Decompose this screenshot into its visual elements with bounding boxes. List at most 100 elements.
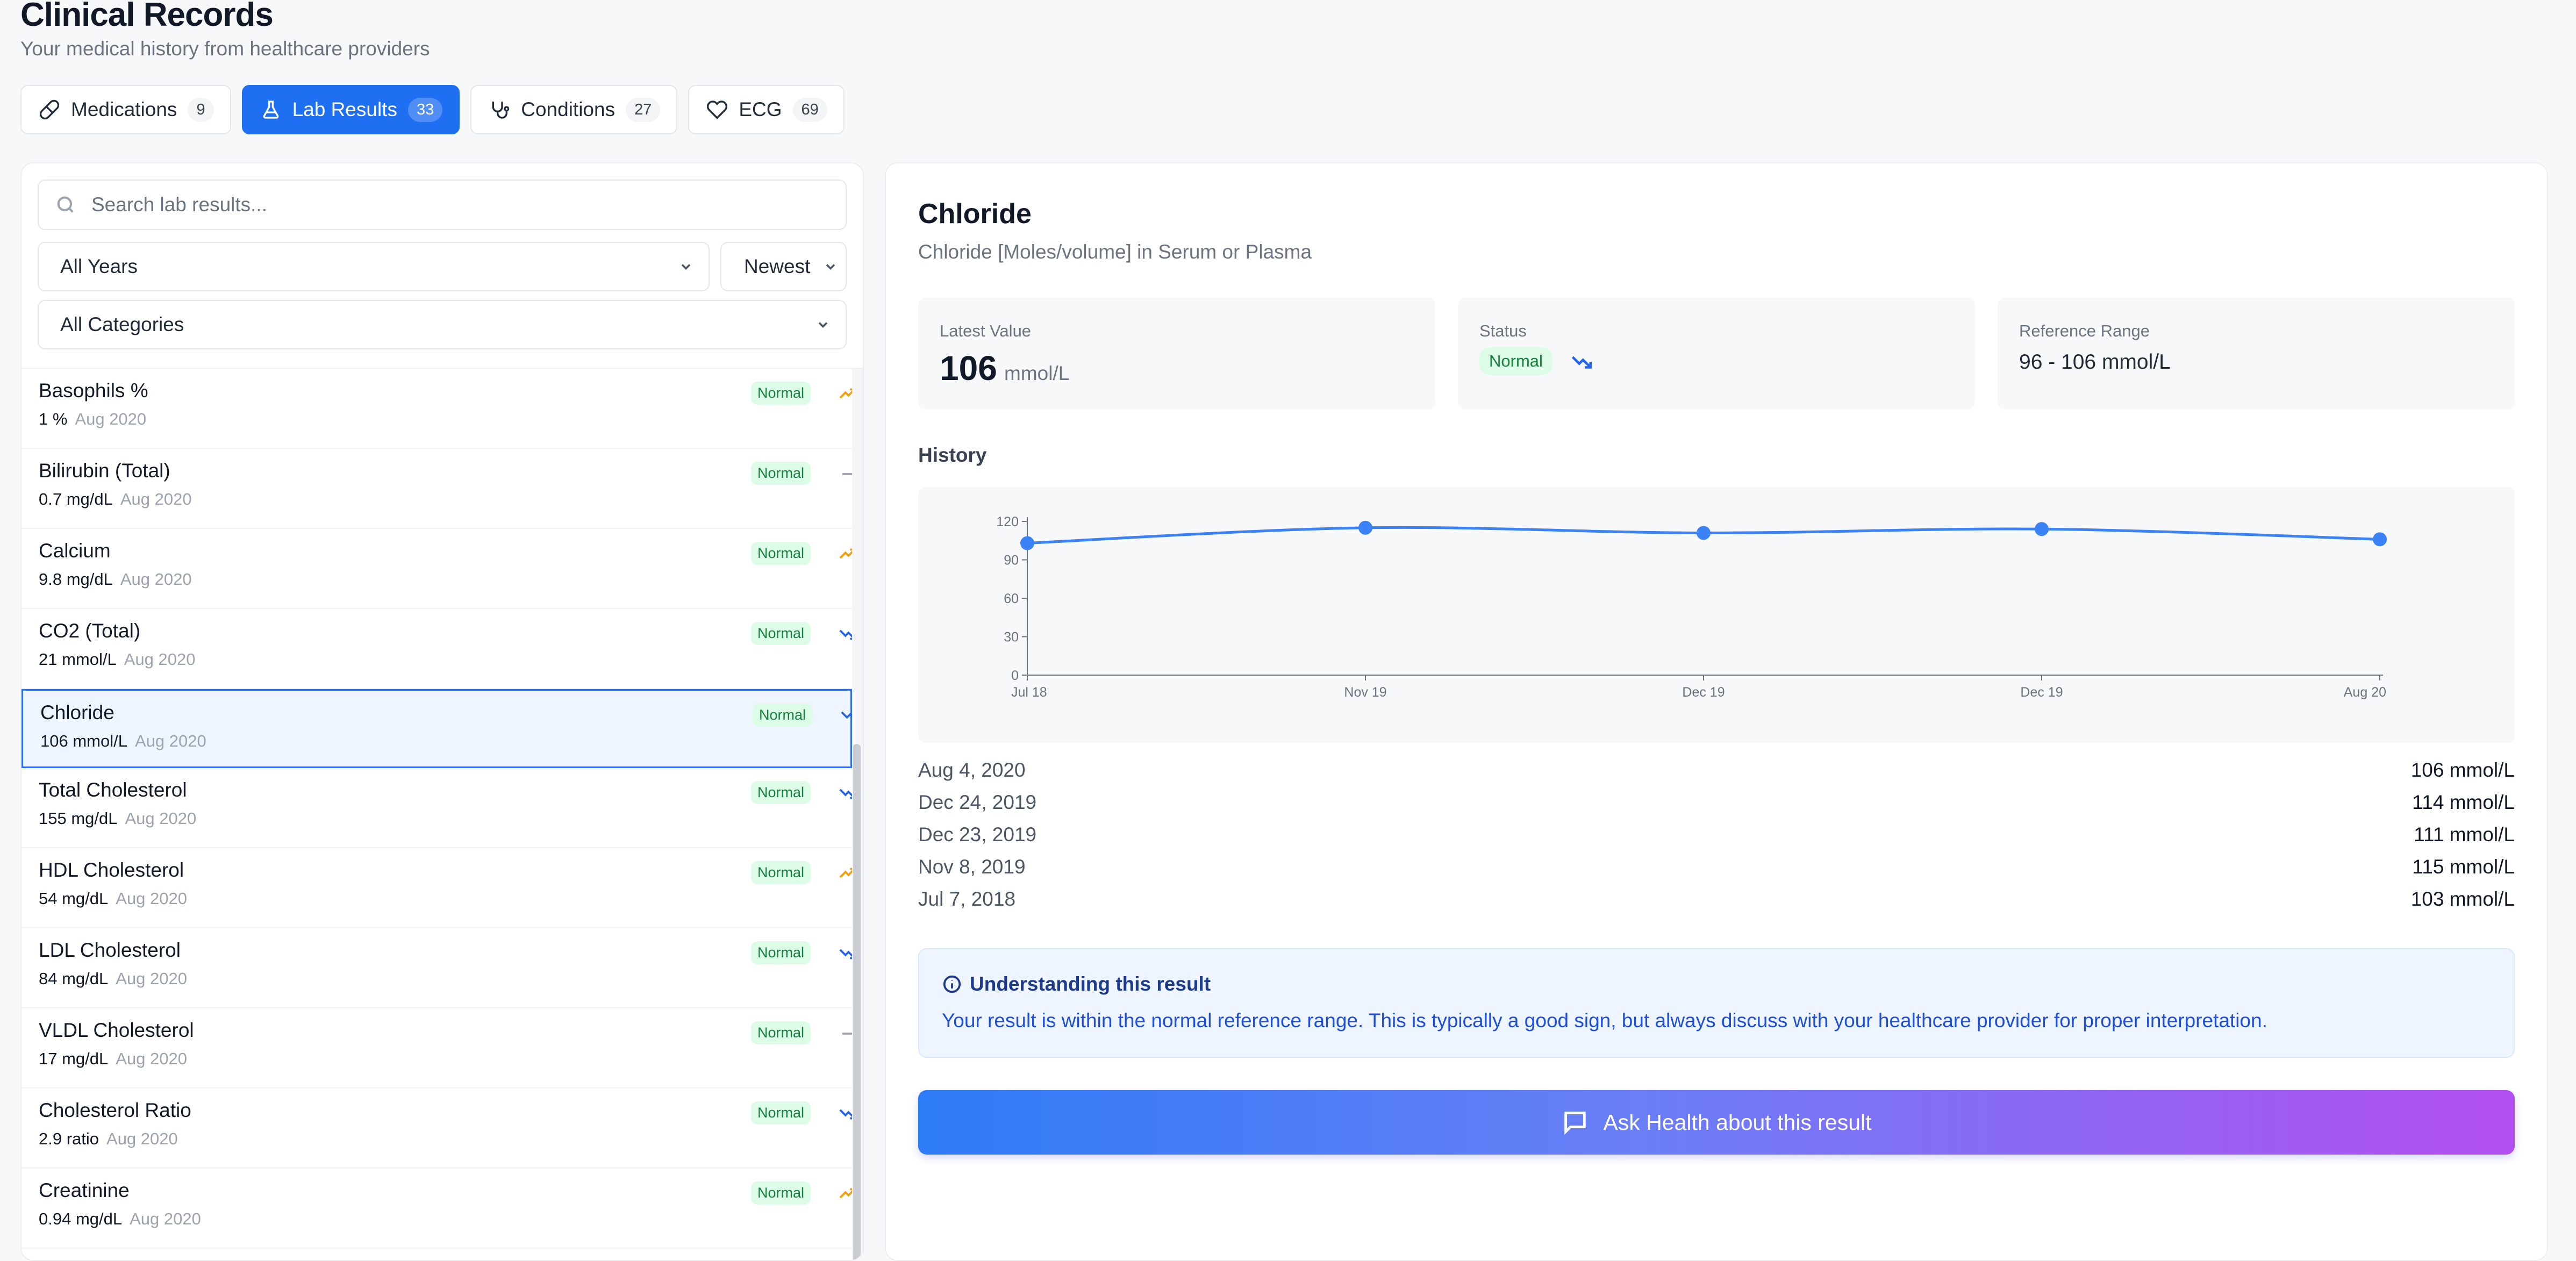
lab-sub: 106 mmol/L Aug 2020 <box>40 732 206 751</box>
heart-icon <box>707 101 728 119</box>
trend-flat-icon <box>842 473 853 475</box>
status-badge: Normal <box>751 781 811 804</box>
status-badge: Normal <box>751 382 811 405</box>
status-badge: Normal <box>751 1021 811 1044</box>
lab-name: VLDL Cholesterol <box>39 1019 194 1041</box>
lab-detail-panel: Chloride Chloride [Moles/volume] in Seru… <box>885 162 2548 1261</box>
history-value: 114 mmol/L <box>2412 791 2515 813</box>
status-card: Status Normal <box>1458 298 1975 410</box>
lab-list-item[interactable]: LDL Cholesterol 84 mg/dL Aug 2020 Normal <box>22 928 856 1008</box>
search-box[interactable] <box>38 180 847 230</box>
lab-value: 17 mg/dL <box>39 1049 109 1068</box>
y-tick-label: 30 <box>1004 630 1019 645</box>
status-badge: Normal <box>751 622 811 645</box>
lab-name: LDL Cholesterol <box>39 939 181 961</box>
lab-name: Creatinine <box>39 1179 130 1201</box>
lab-value: 9.8 mg/dL <box>39 570 113 589</box>
flask-icon <box>263 101 278 119</box>
lab-value: 106 mmol/L <box>40 732 127 750</box>
lab-sub: 84 mg/dL Aug 2020 <box>39 969 187 988</box>
tab-count: 69 <box>792 97 827 122</box>
search-input[interactable] <box>90 193 791 217</box>
lab-sub: 0.94 mg/dL Aug 2020 <box>39 1209 201 1229</box>
lab-list-item[interactable]: CO2 (Total) 21 mmol/L Aug 2020 Normal <box>22 609 856 689</box>
trend-flat-icon <box>842 1033 853 1035</box>
latest-value-card: Latest Value 106 mmol/L <box>918 298 1435 410</box>
detail-title: Chloride <box>918 198 1032 230</box>
data-point <box>2373 532 2387 547</box>
lab-result-list: Basophils % 1 % Aug 2020 Normal Bilirubin (T… <box>22 369 857 1249</box>
lab-list-item[interactable]: Bilirubin (Total) 0.7 mg/dL Aug 2020 Normal <box>22 449 853 529</box>
history-label: History <box>918 444 987 466</box>
status-badge: Normal <box>1479 347 1552 375</box>
tab-label: Conditions <box>521 98 616 120</box>
data-point <box>2035 522 2049 536</box>
chevron-down-icon <box>818 322 828 328</box>
tab-ecg[interactable]: ECG 69 <box>688 85 845 134</box>
ask-health-label: Ask Health about this result <box>1603 1109 1872 1135</box>
lab-date: Aug 2020 <box>106 1129 178 1148</box>
lab-list-item[interactable]: VLDL Cholesterol 17 mg/dL Aug 2020 Normal <box>22 1008 853 1088</box>
y-tick-label: 120 <box>996 514 1019 529</box>
lab-name: Chloride <box>40 701 115 723</box>
lab-date: Aug 2020 <box>134 732 206 750</box>
info-title: Understanding this result <box>942 973 1211 995</box>
latest-value-unit: mmol/L <box>1004 362 1070 384</box>
lab-list-item[interactable]: Calcium 9.8 mg/dL Aug 2020 Normal <box>22 529 856 609</box>
x-tick-label: Jul 18 <box>1011 685 1047 700</box>
lab-date: Aug 2020 <box>116 889 187 908</box>
info-text: Your result is within the normal referen… <box>942 1009 2267 1031</box>
lab-sub: 0.7 mg/dL Aug 2020 <box>39 490 192 509</box>
x-tick-label: Nov 19 <box>1344 685 1386 700</box>
data-point <box>1697 526 1711 540</box>
lab-list-item[interactable]: Creatinine 0.94 mg/dL Aug 2020 Normal <box>22 1169 856 1249</box>
lab-list-item[interactable]: Basophils % 1 % Aug 2020 Normal <box>22 369 856 449</box>
lab-value: 0.94 mg/dL <box>39 1209 123 1228</box>
lab-date: Aug 2020 <box>75 410 147 428</box>
status-badge: Normal <box>751 462 811 485</box>
history-row: Jul 7, 2018 103 mmol/L <box>918 888 2515 920</box>
latest-value-label: Latest Value <box>940 321 1032 340</box>
lab-list-item[interactable]: Chloride 106 mmol/L Aug 2020 Normal <box>22 689 857 768</box>
category-filter-select[interactable]: All Categories <box>38 300 847 349</box>
x-tick-label: Dec 19 <box>2020 685 2063 700</box>
lab-sub: 155 mg/dL Aug 2020 <box>39 809 196 828</box>
history-date: Dec 24, 2019 <box>918 791 1037 813</box>
page-title: Clinical Records <box>20 0 274 33</box>
year-filter-select[interactable]: All Years <box>38 242 710 291</box>
sort-select[interactable]: Newest <box>720 242 847 291</box>
history-row: Nov 8, 2019 115 mmol/L <box>918 856 2515 888</box>
x-tick-label: Aug 20 <box>2344 685 2386 700</box>
history-row: Aug 4, 2020 106 mmol/L <box>918 759 2515 791</box>
tab-count: 27 <box>626 97 661 122</box>
history-date: Dec 23, 2019 <box>918 823 1037 846</box>
lab-sub: 1 % Aug 2020 <box>39 410 146 429</box>
lab-value: 1 % <box>39 410 68 428</box>
tab-lab-results[interactable]: Lab Results 33 <box>241 85 460 134</box>
lab-list-item[interactable]: Cholesterol Ratio 2.9 ratio Aug 2020 Normal <box>22 1088 856 1169</box>
lab-date: Aug 2020 <box>116 1049 187 1068</box>
lab-name: Bilirubin (Total) <box>39 460 170 482</box>
lab-date: Aug 2020 <box>116 969 187 988</box>
info-title-text: Understanding this result <box>970 973 1211 995</box>
lab-name: CO2 (Total) <box>39 620 141 642</box>
chat-icon <box>1564 1112 1586 1135</box>
history-list: Aug 4, 2020 106 mmol/L Dec 24, 2019 114 mmo… <box>918 759 2515 920</box>
history-value: 111 mmol/L <box>2414 823 2515 846</box>
lab-name: HDL Cholesterol <box>39 859 184 881</box>
reference-range-card: Reference Range 96 - 106 mmol/L <box>1998 298 2515 410</box>
lab-list-item[interactable]: HDL Cholesterol 54 mg/dL Aug 2020 Normal <box>22 848 856 928</box>
lab-sub: 54 mg/dL Aug 2020 <box>39 889 187 908</box>
lab-date: Aug 2020 <box>124 650 196 669</box>
tab-conditions[interactable]: Conditions 27 <box>470 85 678 134</box>
trend-down-icon <box>1571 356 1592 369</box>
scrollbar-thumb[interactable] <box>853 744 861 1260</box>
status-badge: Normal <box>753 704 813 727</box>
history-chart-svg: 0 30 60 90 120 Jul 18 Nov 19 Dec 19 Dec 19 Aug 20 <box>996 514 2387 700</box>
lab-list-item[interactable]: Total Cholesterol 155 mg/dL Aug 2020 Normal <box>22 768 856 848</box>
tab-label: ECG <box>739 98 782 120</box>
ask-health-button[interactable]: Ask Health about this result <box>918 1090 2515 1155</box>
info-box: Understanding this result Your result is… <box>918 948 2515 1058</box>
chevron-down-icon <box>826 264 835 270</box>
tab-medications[interactable]: Medications 9 <box>20 85 231 134</box>
